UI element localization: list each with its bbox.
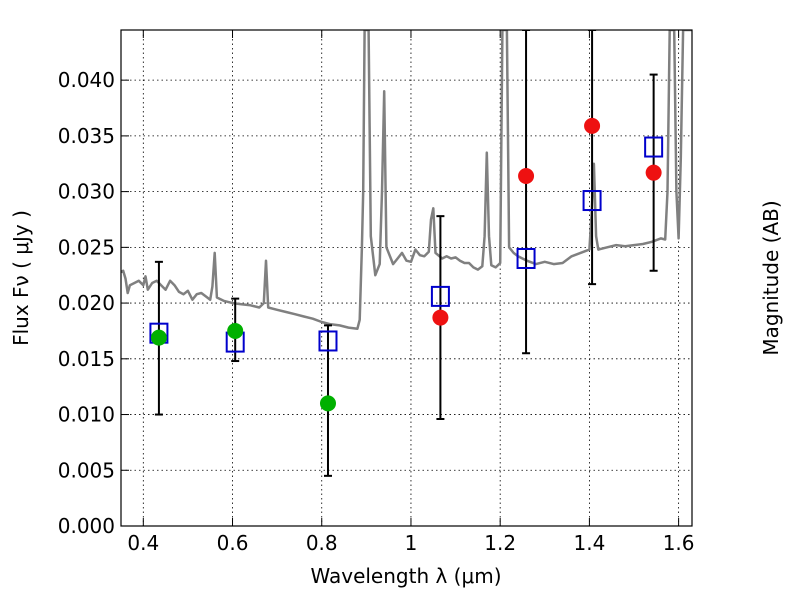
model-photometry-square xyxy=(644,136,664,158)
plot-area xyxy=(121,30,692,477)
plot-background xyxy=(121,30,692,526)
plot-frame xyxy=(120,29,693,527)
y-tick-label: 0.035 xyxy=(58,124,115,148)
axis-ticks xyxy=(121,30,680,527)
red-photometry-point xyxy=(518,168,535,185)
detection-point xyxy=(227,322,244,339)
model-photometry-square xyxy=(318,330,338,352)
x-tick-label: 1 xyxy=(405,531,418,555)
x-axis-label: Wavelength λ (μm) xyxy=(310,564,501,588)
y-tick-label: 0.010 xyxy=(58,403,115,427)
red-photometry-point xyxy=(584,117,601,134)
y-tick-label: 0.020 xyxy=(58,291,115,315)
x-tick-label: 0.4 xyxy=(127,531,159,555)
model-photometry-square xyxy=(430,285,450,307)
x-tick-label: 1.6 xyxy=(663,531,695,555)
detection-point xyxy=(150,329,167,346)
x-tick-label: 0.8 xyxy=(306,531,338,555)
y2-axis-label: Magnitude (AB) xyxy=(759,200,783,355)
x-tick-label: 1.4 xyxy=(573,531,605,555)
y-tick-label: 0.005 xyxy=(58,458,115,482)
y-tick-label: 0.030 xyxy=(58,180,115,204)
model-photometry-square xyxy=(582,190,602,212)
y-tick-label: 0.015 xyxy=(58,347,115,371)
y-tick-label: 0.000 xyxy=(58,514,115,538)
y-tick-label: 0.025 xyxy=(58,235,115,259)
tick-labels: 0.4 0.6 0.8 1 1.2 1.4 1.6 0.000 0.005 0.010 0.015 0… xyxy=(58,68,695,555)
x-tick-label: 1.2 xyxy=(484,531,516,555)
red-photometry-point xyxy=(432,309,449,326)
model-photometry-square xyxy=(516,247,536,269)
y-axis-label: Flux Fν ( μJy ) xyxy=(9,210,33,346)
red-photometry-point xyxy=(645,164,662,181)
detection-point xyxy=(319,395,336,412)
y-tick-label: 0.040 xyxy=(58,68,115,92)
x-tick-label: 0.6 xyxy=(217,531,249,555)
